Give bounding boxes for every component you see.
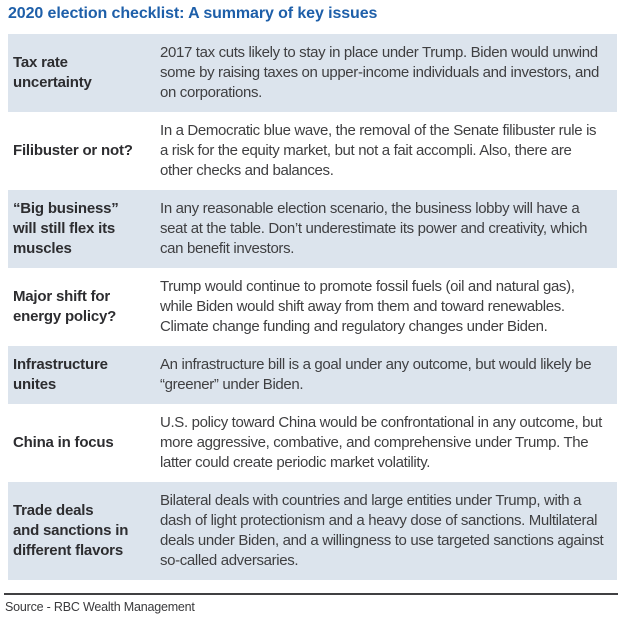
row-label: “Big business” will still flex its muscl… — [8, 190, 160, 268]
summary-table: Tax rate uncertainty 2017 tax cuts likel… — [8, 34, 617, 580]
footer-rule: Source - RBC Wealth Management — [4, 593, 618, 615]
table-row: Tax rate uncertainty 2017 tax cuts likel… — [8, 34, 617, 112]
row-text: An infrastructure bill is a goal under a… — [160, 346, 617, 404]
row-label: Tax rate uncertainty — [8, 34, 160, 112]
row-label: Trade deals and sanctions in different f… — [8, 482, 160, 580]
row-text: Trump would continue to promote fossil f… — [160, 278, 575, 335]
table-row: “Big business” will still flex its muscl… — [8, 190, 617, 268]
page-title: 2020 election checklist: A summary of ke… — [8, 5, 378, 22]
row-text: In a Democratic blue wave, the removal o… — [160, 122, 597, 179]
row-label: Filibuster or not? — [13, 142, 133, 159]
source-note: Source - RBC Wealth Management — [5, 600, 195, 614]
row-label: Major shift for energy policy? — [13, 288, 117, 325]
row-text: U.S. policy toward China would be confro… — [160, 414, 602, 471]
row-label: Infrastructure unites — [8, 346, 160, 404]
row-text: Bilateral deals with countries and large… — [160, 482, 617, 580]
table-row: Filibuster or not? In a Democratic blue … — [8, 112, 617, 190]
table-row: Major shift for energy policy? Trump wou… — [8, 268, 617, 346]
table-row: Infrastructure unites An infrastructure … — [8, 346, 617, 404]
table-row: Trade deals and sanctions in different f… — [8, 482, 617, 580]
table-row: China in focus U.S. policy toward China … — [8, 404, 617, 482]
row-label: China in focus — [13, 434, 114, 451]
row-text: In any reasonable election scenario, the… — [160, 190, 617, 268]
row-text: 2017 tax cuts likely to stay in place un… — [160, 34, 617, 112]
